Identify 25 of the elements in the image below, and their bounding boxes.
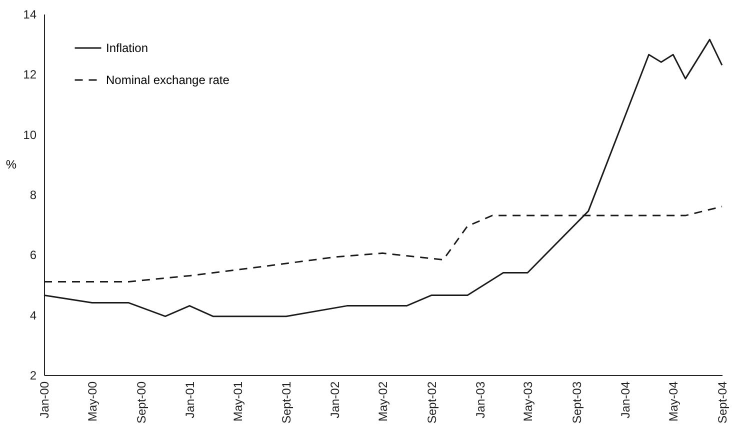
x-tick-label: Jan-01	[183, 381, 198, 418]
x-tick-label: Jan-02	[328, 381, 342, 418]
x-tick-label: Sept-02	[424, 381, 439, 424]
x-tick-label: Jan-03	[473, 381, 488, 418]
x-tick-label: May-03	[521, 381, 536, 422]
y-tick-label: 6	[30, 248, 37, 262]
x-tick-label: Sept-01	[280, 381, 294, 424]
y-tick-label: 12	[23, 68, 37, 82]
x-tick-label: May-01	[230, 381, 245, 422]
y-tick-label: 14	[23, 8, 37, 22]
x-tick-label: Sept-03	[570, 381, 584, 424]
x-tick-label: Sept-00	[134, 381, 149, 424]
x-tick-label: Sept-04	[716, 381, 730, 424]
legend-label: Inflation	[106, 41, 148, 55]
y-tick-label: 8	[30, 188, 37, 202]
y-tick-label: 10	[23, 128, 37, 142]
x-tick-label: May-00	[86, 381, 100, 422]
y-tick-label: 4	[30, 308, 37, 322]
y-tick-label: 2	[30, 368, 37, 382]
legend-label: Nominal exchange rate	[106, 73, 230, 87]
x-tick-label: May-02	[376, 381, 390, 422]
y-axis-title: %	[6, 158, 17, 172]
x-tick-label: Jan-04	[618, 381, 632, 418]
x-tick-label: May-04	[666, 381, 681, 422]
x-tick-label: Jan-00	[38, 381, 52, 418]
